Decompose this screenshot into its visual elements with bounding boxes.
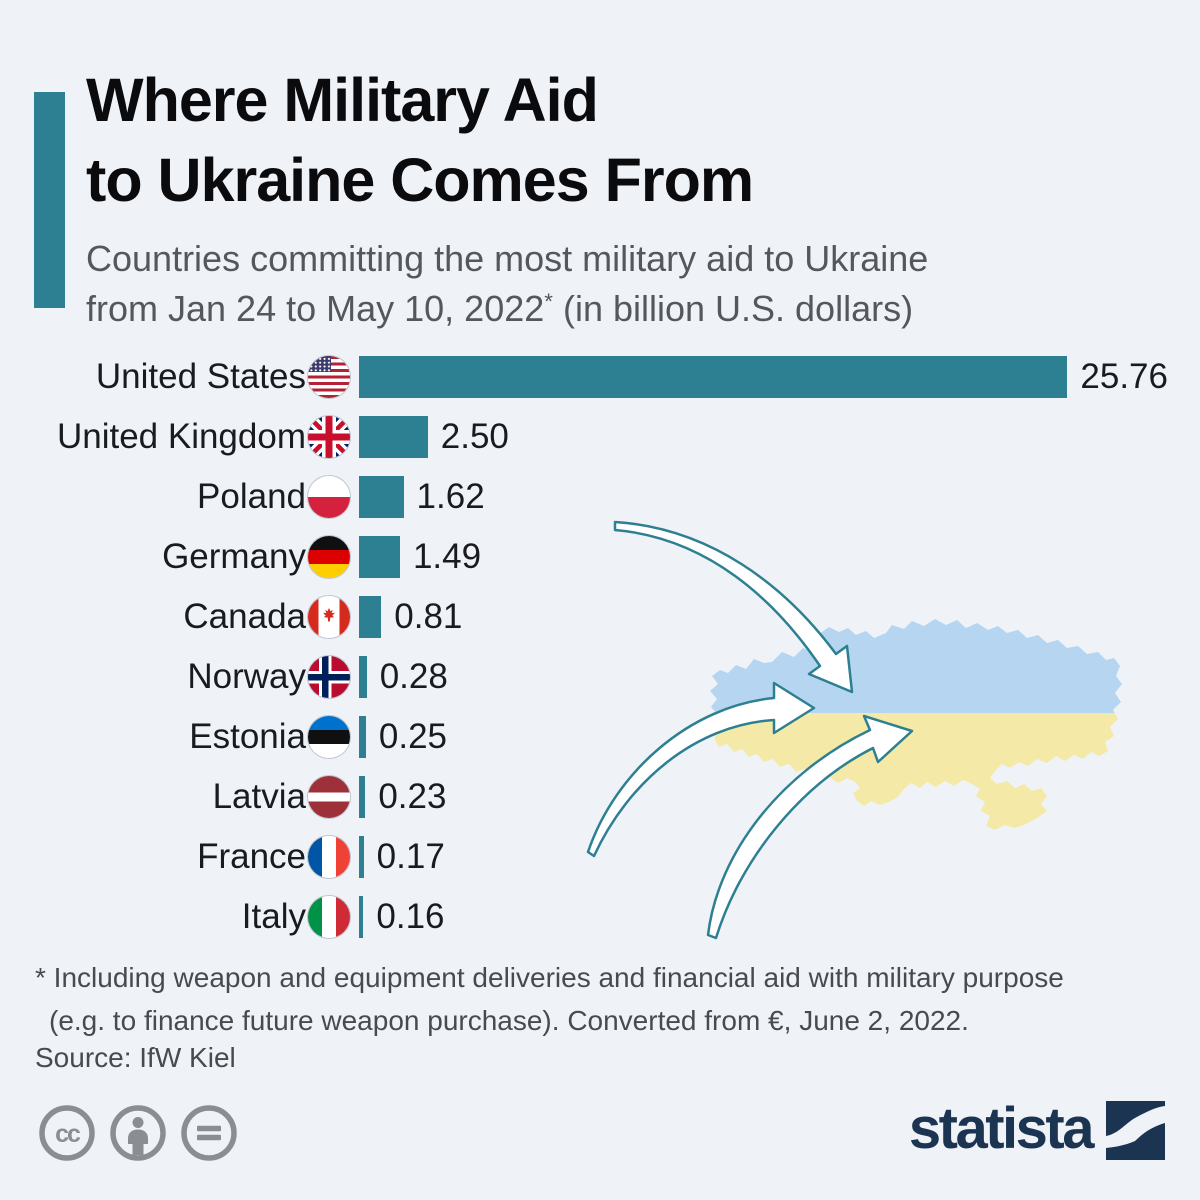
bar — [359, 836, 364, 878]
chart-row: Norway 0.28 — [0, 647, 1200, 707]
subtitle-line-2: from Jan 24 to May 10, 2022* (in billion… — [86, 288, 914, 329]
country-label: United States — [95, 357, 306, 396]
bar — [359, 656, 367, 698]
bar — [359, 536, 400, 578]
chart-row: Germany 1.49 — [0, 527, 1200, 587]
title-line-1: Where Military Aid — [86, 66, 599, 134]
value-label: 0.16 — [376, 897, 445, 936]
ee-flag-icon — [308, 716, 350, 758]
country-label: Italy — [241, 897, 306, 936]
statista-logo[interactable]: statista — [908, 1096, 1165, 1164]
lv-flag-icon — [308, 776, 350, 818]
chart-row: United States 25.76 — [0, 347, 1200, 407]
chart-row: France 0.17 — [0, 827, 1200, 887]
footnote-line-2: (e.g. to finance future weapon purchase)… — [49, 1005, 969, 1036]
value-label: 25.76 — [1080, 357, 1168, 396]
chart-row: Italy 0.16 — [0, 887, 1200, 947]
bar — [359, 596, 382, 638]
country-label: United Kingdom — [56, 417, 306, 456]
gb-flag-icon — [308, 416, 350, 458]
source-label: Source: IfW Kiel — [35, 1042, 236, 1073]
title-accent-bar — [34, 92, 65, 308]
value-label: 0.17 — [376, 837, 445, 876]
statista-wordmark: statista — [908, 1096, 1095, 1161]
bar — [359, 356, 1068, 398]
footnote: * Including weapon and equipment deliver… — [35, 956, 1064, 1042]
map-decoration — [586, 520, 1122, 940]
bar — [359, 776, 366, 818]
aid-arrow-bottom — [706, 714, 914, 940]
country-label: Norway — [187, 657, 306, 696]
country-label: Latvia — [212, 777, 306, 816]
it-flag-icon — [308, 896, 350, 938]
statista-logo-icon — [1106, 1101, 1165, 1160]
attribution-icon[interactable] — [109, 1104, 167, 1162]
no-flag-icon — [308, 656, 350, 698]
chart-row: Canada 0.81 — [0, 587, 1200, 647]
footnote-line-1: * Including weapon and equipment deliver… — [35, 962, 1064, 993]
chart-row: Latvia 0.23 — [0, 767, 1200, 827]
value-label: 1.49 — [412, 537, 482, 576]
no-derivatives-icon[interactable] — [180, 1104, 238, 1162]
country-label: Germany — [162, 537, 306, 576]
cc-icon[interactable]: cc — [38, 1104, 96, 1162]
us-flag-icon — [308, 356, 350, 398]
bar — [359, 476, 404, 518]
subtitle: Countries committing the most military a… — [86, 234, 928, 339]
bar-chart: United States 25.76 United Kingdom 2.50 … — [0, 347, 1200, 947]
bar — [359, 416, 428, 458]
pl-flag-icon — [308, 476, 350, 518]
de-flag-icon — [308, 536, 350, 578]
country-label: Poland — [197, 477, 306, 516]
country-label: France — [197, 837, 306, 876]
value-label: 2.50 — [440, 417, 509, 456]
fr-flag-icon — [308, 836, 350, 878]
license-icons: cc — [38, 1104, 238, 1162]
value-label: 0.25 — [378, 717, 447, 756]
chart-row: Estonia 0.25 — [0, 707, 1200, 767]
value-label: 0.81 — [394, 597, 463, 636]
ca-flag-icon — [308, 596, 350, 638]
country-label: Canada — [183, 597, 306, 636]
value-label: 1.62 — [416, 477, 485, 516]
aid-arrow-top — [613, 520, 854, 694]
value-label: 0.28 — [379, 657, 448, 696]
title-line-2: to Ukraine Comes From — [86, 146, 754, 214]
page-title: Where Military Aid to Ukraine Comes From — [86, 60, 754, 220]
subtitle-line-1: Countries committing the most military a… — [86, 238, 929, 279]
chart-row: United Kingdom 2.50 — [0, 407, 1200, 467]
aid-arrow-middle — [586, 681, 816, 858]
bar — [359, 716, 366, 758]
chart-row: Poland 1.62 — [0, 467, 1200, 527]
country-label: Estonia — [189, 717, 306, 756]
footnote-asterisk: * — [544, 288, 553, 314]
value-label: 0.23 — [378, 777, 447, 816]
svg-text:cc: cc — [55, 1120, 81, 1148]
bar — [359, 896, 364, 938]
